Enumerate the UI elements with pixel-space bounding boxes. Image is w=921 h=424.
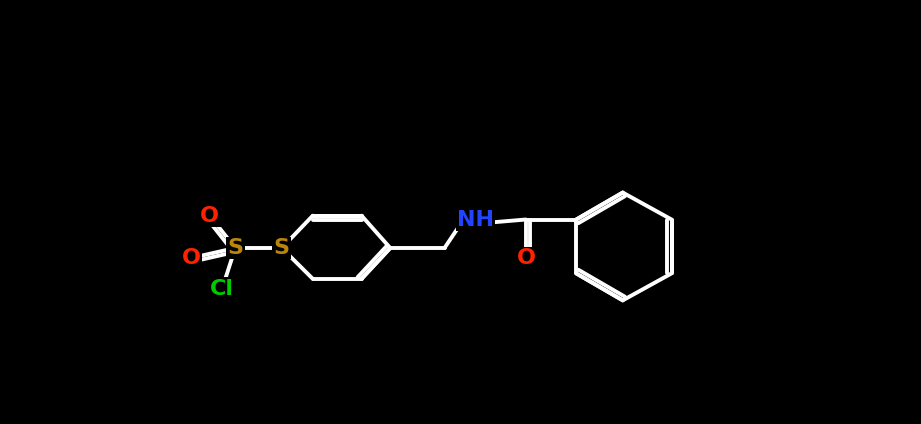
Text: O: O [200,206,219,226]
Text: Cl: Cl [210,279,234,299]
Text: O: O [517,248,535,268]
Text: S: S [227,238,243,258]
Text: O: O [181,248,201,268]
Text: NH: NH [457,209,494,229]
Text: S: S [274,238,290,258]
